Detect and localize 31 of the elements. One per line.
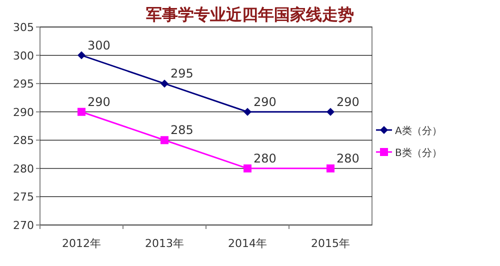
y-tick-label: 300 <box>13 49 34 62</box>
y-tick-label: 280 <box>13 162 34 176</box>
x-tick-label: 2014年 <box>228 237 267 250</box>
point <box>244 108 252 116</box>
x-tick-label: 2013年 <box>145 237 184 250</box>
data-label: 300 <box>88 38 110 52</box>
data-label: 290 <box>336 94 360 109</box>
data-label: 295 <box>170 66 194 81</box>
y-tick-label: 270 <box>13 219 34 232</box>
x-tick-label: 2012年 <box>62 237 101 250</box>
y-tick-label: 305 <box>13 21 34 34</box>
data-label: 290 <box>88 94 110 109</box>
point <box>160 136 168 144</box>
data-label: 290 <box>254 94 276 109</box>
point <box>160 80 168 88</box>
data-label: 285 <box>170 123 194 138</box>
point <box>326 108 334 116</box>
y-tick-label: 285 <box>13 134 34 148</box>
x-tick-label: 2015年 <box>311 237 350 250</box>
point <box>326 164 334 172</box>
y-tick-label: 295 <box>13 78 34 91</box>
y-tick-label: 275 <box>13 190 34 204</box>
point <box>78 51 86 60</box>
legend-label: B类（分） <box>395 147 442 159</box>
point <box>78 108 86 116</box>
data-label: 280 <box>336 151 360 166</box>
y-tick-label: 290 <box>13 106 34 119</box>
data-label: 280 <box>254 151 276 166</box>
chart-title: 军事学专业近四年国家线走势 <box>146 5 354 24</box>
legend-label: A类（分） <box>395 125 442 137</box>
point <box>244 164 252 172</box>
